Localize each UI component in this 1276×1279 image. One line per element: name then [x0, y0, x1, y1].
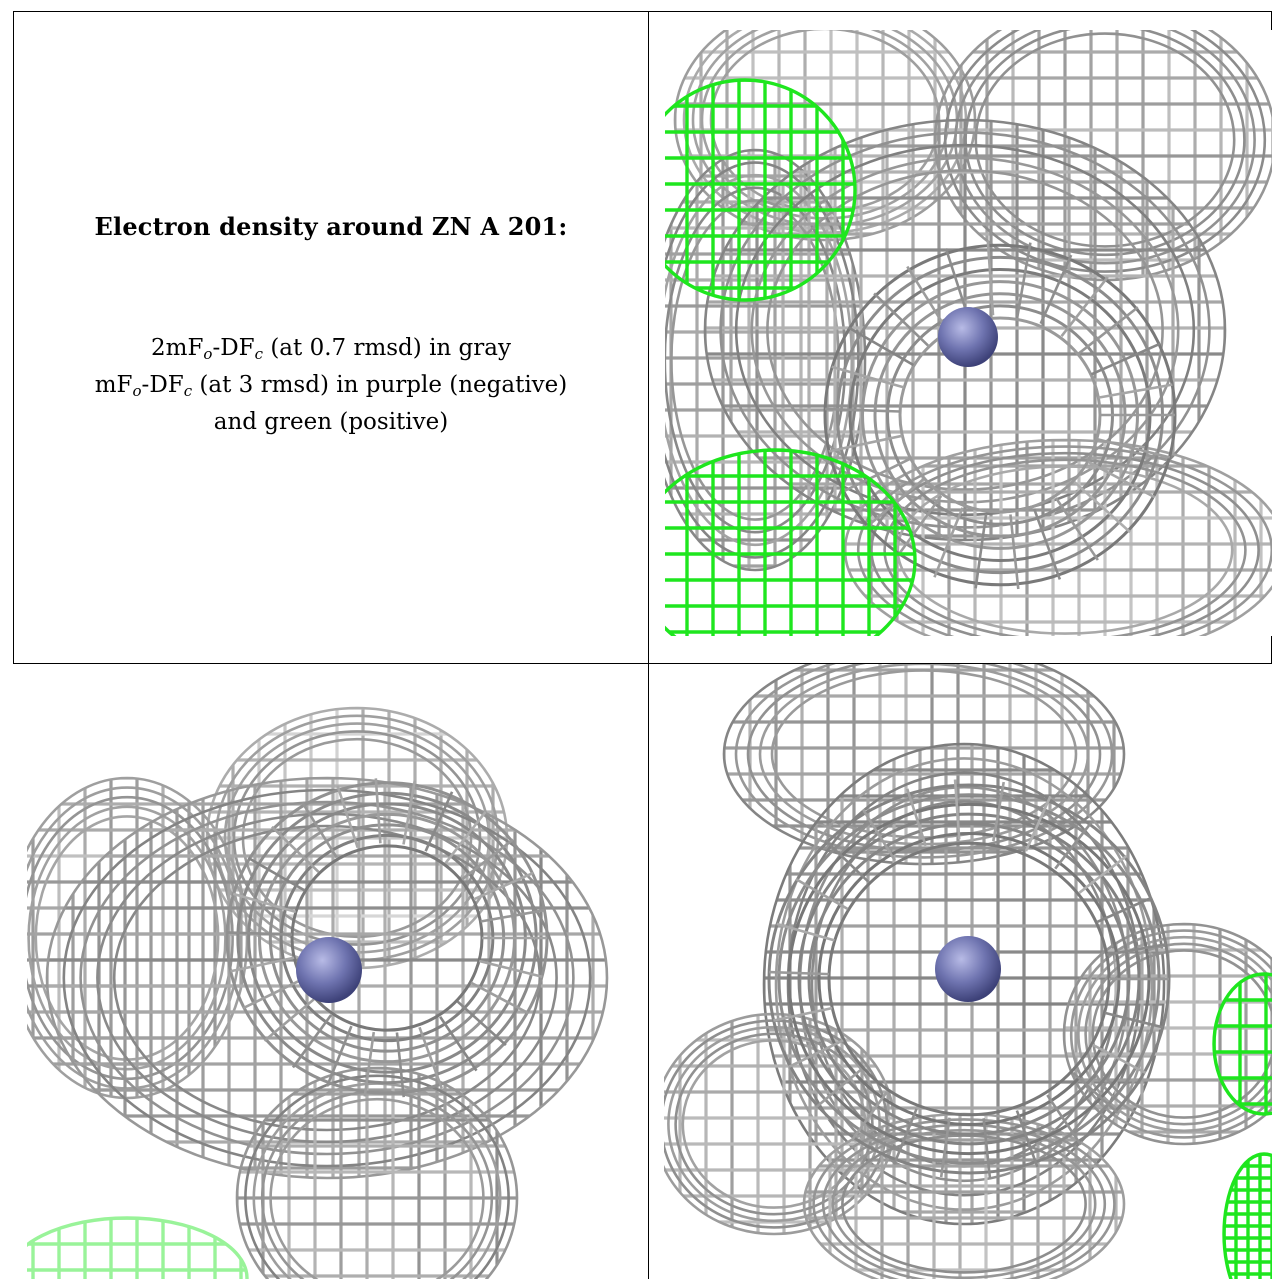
density-view-top-right [665, 30, 1272, 636]
border-middle [13, 663, 1272, 664]
mesh-lobe-bottom [235, 1066, 519, 1279]
border-top [13, 11, 1272, 12]
legend-line-mfo: mFo-DFc (at 3 rmsd) in purple (negative) [94, 372, 568, 400]
mesh-ring [823, 240, 1177, 590]
mesh-lobe-lower-left [664, 1012, 896, 1236]
density-view-bottom-right [664, 664, 1272, 1279]
density-view-bottom-left [27, 678, 633, 1279]
density-mesh-top-right [665, 30, 1272, 636]
mesh-ring [225, 778, 549, 1098]
density-mesh-bottom-right [664, 664, 1272, 1279]
zinc-atom [296, 937, 362, 1003]
legend-line-green: and green (positive) [213, 409, 449, 435]
green-density-bottom [27, 1216, 249, 1279]
legend-line-2mfo: 2mFo-DFc (at 0.7 rmsd) in gray [151, 335, 511, 363]
legend-title: Electron density around ZN A 201: [94, 212, 568, 241]
green-density-bottom-right [1222, 1152, 1272, 1279]
zinc-atom [935, 936, 1001, 1002]
density-mesh-bottom-left [27, 706, 609, 1279]
mesh-lobe-upper-right [933, 30, 1272, 282]
zinc-atom [938, 307, 998, 367]
border-center [648, 11, 649, 1279]
green-density-lower-left [665, 448, 917, 636]
mesh-lobe-left [27, 776, 249, 1100]
border-left [13, 11, 14, 663]
legend-cell: Electron density around ZN A 201: 2mFo-D… [14, 12, 648, 663]
legend-body: 2mFo-DFc (at 0.7 rmsd) in gray mFo-DFc (… [14, 330, 648, 441]
mesh-ring [767, 779, 1171, 1179]
